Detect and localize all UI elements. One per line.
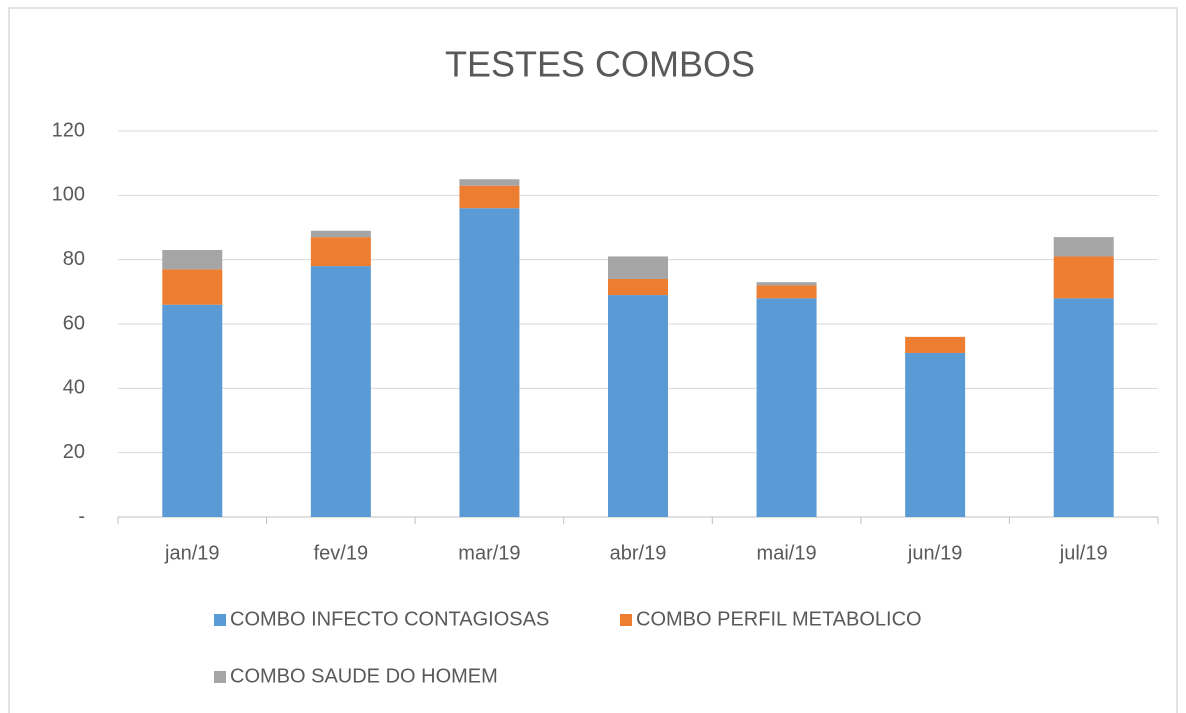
- bar-segment: [608, 278, 668, 296]
- legend-swatch: [214, 614, 226, 626]
- legend-label: COMBO INFECTO CONTAGIOSAS: [230, 608, 549, 630]
- bar-segment: [1053, 256, 1114, 299]
- legend-label: COMBO SAUDE DO HOMEM: [230, 665, 498, 687]
- y-tick-label: 20: [63, 441, 85, 463]
- x-tick-label: abr/19: [610, 542, 667, 564]
- bar-segment: [310, 230, 371, 238]
- x-tick-label: mai/19: [757, 542, 817, 564]
- bar-segment: [310, 237, 371, 267]
- y-tick-label: 80: [63, 248, 85, 270]
- bar-segment: [459, 179, 520, 186]
- bar-segment: [310, 266, 371, 517]
- legend-label: COMBO PERFIL METABOLICO: [636, 608, 922, 630]
- x-tick-label: fev/19: [314, 542, 368, 564]
- bar-segment: [1053, 237, 1114, 257]
- chart-title: TESTES COMBOS: [445, 44, 755, 85]
- y-tick-label: 40: [63, 377, 85, 399]
- bar-segment: [162, 304, 223, 517]
- x-tick-label: jun/19: [907, 542, 963, 564]
- x-tick-label: jan/19: [164, 542, 220, 564]
- bar-segment: [756, 298, 817, 517]
- y-tick-label: 100: [52, 184, 85, 206]
- x-tick-label: jul/19: [1059, 542, 1108, 564]
- bar-segment: [905, 352, 966, 517]
- legend-swatch: [620, 614, 632, 626]
- bar-segment: [459, 208, 520, 517]
- y-tick-label: 60: [63, 312, 85, 334]
- bar-segment: [459, 185, 520, 209]
- bar-segment: [608, 256, 668, 279]
- bar-segment: [162, 269, 223, 305]
- x-tick-label: mar/19: [458, 542, 520, 564]
- bar-segment: [162, 250, 223, 270]
- legend-swatch: [214, 671, 226, 683]
- y-tick-label: 120: [52, 119, 85, 141]
- bar-segment: [756, 282, 817, 286]
- bar-segment: [1053, 298, 1114, 517]
- bar-segment: [905, 336, 966, 353]
- bar-segment: [756, 285, 817, 299]
- y-tick-label: -: [78, 505, 85, 527]
- bar-segment: [608, 295, 668, 517]
